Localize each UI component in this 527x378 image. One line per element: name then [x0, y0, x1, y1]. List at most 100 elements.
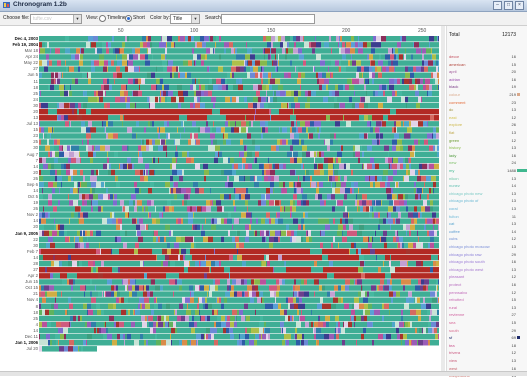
timeline-segment	[355, 90, 366, 97]
timeline-segment	[247, 42, 253, 48]
legend-item[interactable]: pennsalvo 12	[447, 290, 527, 295]
legend-item[interactable]: history 13	[447, 145, 527, 150]
legend-item[interactable]: coral 13	[447, 206, 527, 211]
timeline-segment	[169, 291, 172, 297]
legend-item[interactable]: tea 18	[447, 343, 527, 348]
legend-item[interactable]: chicago photo moscow 13	[447, 244, 527, 249]
timeline-segment	[110, 102, 119, 109]
timeline-segment	[97, 48, 102, 54]
legend-item[interactable]: chicago photo raw 29	[447, 252, 527, 257]
legend-item[interactable]: nunez 14	[447, 183, 527, 188]
timeline-segment	[359, 115, 364, 121]
timeline-segment	[99, 169, 108, 176]
legend-item[interactable]: april 20	[447, 69, 527, 74]
timeline-segment	[115, 212, 118, 218]
legend-item[interactable]: east 12	[447, 115, 527, 120]
legend-item[interactable]: green 12	[447, 138, 527, 143]
timeline-segment	[317, 127, 319, 133]
file-select[interactable]: tufte.csv ▼	[30, 14, 82, 24]
legend-item[interactable]: revienne 27	[447, 312, 527, 317]
legend-item[interactable]: new 24	[447, 160, 527, 165]
legend-item[interactable]: chicago photo west 13	[447, 267, 527, 272]
legend-item[interactable]: dc 13	[447, 107, 527, 112]
minimize-button[interactable]: –	[493, 1, 502, 10]
timeline-segment	[415, 169, 418, 176]
legend-item[interactable]: view 13	[447, 358, 527, 363]
timeline-segment	[287, 78, 297, 85]
timeline-segment	[376, 133, 379, 139]
legend-item[interactable]: sea 15	[447, 320, 527, 325]
timeline-segment	[422, 54, 424, 60]
legend-item-count: 13	[511, 190, 516, 196]
timeline-segment	[261, 297, 262, 303]
legend-item-name: history	[449, 145, 461, 151]
legend-item[interactable]: nikon 13	[447, 176, 527, 181]
legend-item[interactable]: lady 16	[447, 153, 527, 158]
timeline-segment	[369, 291, 374, 297]
legend-item[interactable]: cubs 12	[447, 236, 527, 241]
timeline-segment	[167, 145, 176, 151]
legend-item[interactable]: chicago photo south 16	[447, 259, 527, 264]
timeline-segment	[410, 72, 414, 78]
legend-item[interactable]: decor 16	[447, 54, 527, 59]
timeline-segment	[98, 139, 104, 145]
timeline-segment	[400, 36, 402, 42]
legend-item[interactable]: american 15	[447, 62, 527, 67]
legend-item[interactable]: fulton 11	[447, 214, 527, 219]
legend-item[interactable]: rural 13	[447, 305, 527, 310]
timeline-segment	[433, 145, 435, 151]
timeline-segment	[298, 218, 301, 224]
legend-item[interactable]: west 16	[447, 366, 527, 371]
legend-item[interactable]: sf 69	[447, 335, 527, 340]
legend-item[interactable]: flat 13	[447, 130, 527, 135]
legend-item[interactable]: adrian 16	[447, 77, 527, 82]
timeline-segment	[269, 230, 270, 237]
timeline-segment	[215, 230, 228, 237]
timeline-segment	[296, 127, 298, 133]
timeline-segment	[428, 121, 435, 127]
timeline-segment	[210, 200, 212, 206]
search-input[interactable]	[221, 14, 315, 24]
close-button[interactable]: ×	[515, 1, 524, 10]
timeline-segment	[164, 84, 169, 91]
timeline-segment	[364, 151, 374, 157]
timeline-segment	[51, 279, 62, 285]
timeline-segment	[163, 145, 167, 151]
maximize-button[interactable]: □	[504, 1, 513, 10]
timeline-segment	[195, 151, 203, 157]
color-by-select[interactable]: Title ▼	[170, 14, 200, 24]
timeline-segment	[408, 212, 413, 218]
legend-item[interactable]: trivera 12	[447, 350, 527, 355]
legend-item[interactable]: coffee 14	[447, 229, 527, 234]
timeline-segment	[103, 206, 112, 212]
view-timeline-radio[interactable]	[99, 15, 106, 22]
legend-item[interactable]: my 1488	[447, 168, 527, 173]
timeline-segment	[266, 321, 280, 328]
legend-item[interactable]: chicago photo of 13	[447, 198, 527, 203]
timeline-segment	[406, 169, 408, 176]
timeline-segment	[298, 303, 301, 309]
legend-item[interactable]: rebutted 15	[447, 297, 527, 302]
timeline-segment	[335, 327, 336, 334]
legend-item[interactable]: chicago photo new 13	[447, 191, 527, 196]
timeline-segment	[317, 303, 322, 309]
timeline-segment	[226, 327, 229, 334]
timeline-segment	[127, 285, 128, 291]
timeline-segment	[70, 102, 75, 109]
legend-item[interactable]: black 19	[447, 84, 527, 89]
legend-item[interactable]: cat 13	[447, 221, 527, 226]
legend-item[interactable]: colour 219	[447, 92, 527, 97]
timeline-segment	[233, 181, 246, 188]
scrollbar[interactable]	[441, 26, 445, 371]
legend-item[interactable]: protect 16	[447, 282, 527, 287]
legend-item[interactable]: pleasant 12	[447, 274, 527, 279]
timeline-segment	[266, 254, 269, 261]
legend-item[interactable]: south 29	[447, 328, 527, 333]
legend-item[interactable]: explore 26	[447, 122, 527, 127]
view-short-radio[interactable]	[125, 15, 132, 22]
timeline-segment	[43, 315, 54, 322]
timeline-segment	[293, 108, 294, 115]
timeline-segment	[157, 90, 160, 97]
timeline-segment	[46, 218, 54, 224]
legend-item[interactable]: comment 23	[447, 100, 527, 105]
